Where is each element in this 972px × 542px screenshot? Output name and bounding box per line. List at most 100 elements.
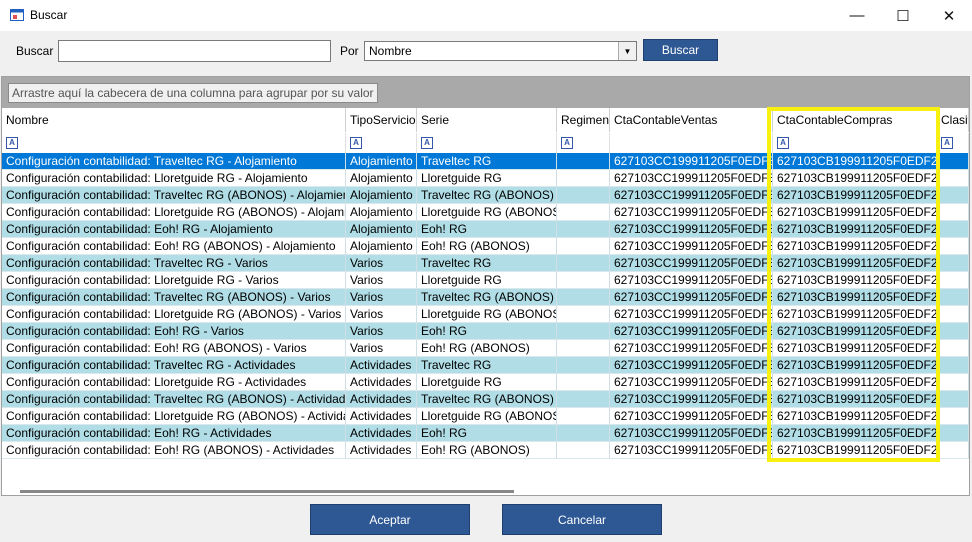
table-cell[interactable] (557, 221, 610, 238)
table-cell[interactable]: Lloretguide RG (ABONOS) (417, 204, 557, 221)
table-cell[interactable] (557, 272, 610, 289)
table-row[interactable]: Configuración contabilidad: Lloretguide … (2, 204, 969, 221)
table-cell[interactable]: Eoh! RG (417, 221, 557, 238)
table-cell[interactable]: 627103CC199911205F0EDF3E (610, 187, 773, 204)
table-cell[interactable]: 627103CC199911205F0EDF3E (610, 442, 773, 459)
table-cell[interactable] (937, 238, 969, 255)
horizontal-scrollbar[interactable] (20, 490, 514, 493)
table-cell[interactable]: 627103CB199911205F0EDF28 (773, 153, 937, 170)
table-cell[interactable]: Eoh! RG (ABONOS) (417, 442, 557, 459)
table-cell[interactable]: Varios (346, 289, 417, 306)
close-button[interactable]: ✕ (926, 0, 972, 31)
filter-icon[interactable]: A (941, 137, 953, 149)
chevron-down-icon[interactable]: ▼ (618, 42, 636, 60)
table-cell[interactable]: Configuración contabilidad: Eoh! RG - Ac… (2, 425, 346, 442)
search-button[interactable]: Buscar (643, 39, 718, 61)
table-cell[interactable] (937, 408, 969, 425)
table-cell[interactable]: Alojamiento (346, 221, 417, 238)
table-cell[interactable]: Lloretguide RG (417, 272, 557, 289)
table-cell[interactable] (937, 272, 969, 289)
table-cell[interactable]: Configuración contabilidad: Traveltec RG… (2, 289, 346, 306)
accept-button[interactable]: Aceptar (310, 504, 470, 535)
table-cell[interactable] (557, 323, 610, 340)
table-cell[interactable]: Configuración contabilidad: Eoh! RG (ABO… (2, 340, 346, 357)
table-cell[interactable] (937, 442, 969, 459)
table-cell[interactable]: 627103CB199911205F0EDF28 (773, 442, 937, 459)
table-cell[interactable]: Configuración contabilidad: Traveltec RG… (2, 153, 346, 170)
filter-cell[interactable]: A (2, 133, 346, 153)
table-cell[interactable]: Actividades (346, 425, 417, 442)
results-grid[interactable]: Arrastre aquí la cabecera de una columna… (1, 76, 970, 496)
table-cell[interactable]: Actividades (346, 391, 417, 408)
table-cell[interactable]: 627103CC199911205F0EDF3E (610, 238, 773, 255)
table-cell[interactable]: Configuración contabilidad: Eoh! RG (ABO… (2, 238, 346, 255)
table-cell[interactable]: 627103CC199911205F0EDF3E (610, 255, 773, 272)
filter-icon[interactable]: A (350, 137, 362, 149)
table-cell[interactable]: 627103CC199911205F0EDF3E (610, 306, 773, 323)
table-cell[interactable]: Traveltec RG (417, 153, 557, 170)
table-cell[interactable] (557, 425, 610, 442)
table-cell[interactable]: 627103CC199911205F0EDF3E (610, 391, 773, 408)
table-cell[interactable] (937, 340, 969, 357)
table-row[interactable]: Configuración contabilidad: Lloretguide … (2, 408, 969, 425)
search-field-select[interactable]: Nombre ▼ (364, 41, 637, 61)
filter-icon[interactable]: A (561, 137, 573, 149)
table-cell[interactable]: Alojamiento (346, 238, 417, 255)
table-cell[interactable] (937, 323, 969, 340)
table-cell[interactable]: Configuración contabilidad: Traveltec RG… (2, 255, 346, 272)
table-cell[interactable]: 627103CB199911205F0EDF28 (773, 425, 937, 442)
filter-cell[interactable]: A (773, 133, 937, 153)
table-cell[interactable]: Lloretguide RG (ABONOS) (417, 408, 557, 425)
table-cell[interactable] (557, 153, 610, 170)
column-header-serie[interactable]: Serie (417, 108, 557, 132)
table-cell[interactable]: 627103CB199911205F0EDF28 (773, 408, 937, 425)
table-cell[interactable]: Traveltec RG (417, 255, 557, 272)
table-cell[interactable] (557, 306, 610, 323)
table-cell[interactable] (557, 340, 610, 357)
table-row[interactable]: Configuración contabilidad: Eoh! RG (ABO… (2, 442, 969, 459)
table-cell[interactable]: Varios (346, 306, 417, 323)
table-cell[interactable] (937, 187, 969, 204)
table-cell[interactable]: 627103CC199911205F0EDF3E (610, 272, 773, 289)
table-cell[interactable]: 627103CC199911205F0EDF3E (610, 153, 773, 170)
cancel-button[interactable]: Cancelar (502, 504, 662, 535)
table-cell[interactable]: Lloretguide RG (417, 374, 557, 391)
table-cell[interactable] (557, 357, 610, 374)
table-cell[interactable] (937, 391, 969, 408)
table-cell[interactable]: 627103CB199911205F0EDF28 (773, 391, 937, 408)
table-cell[interactable] (557, 442, 610, 459)
table-cell[interactable]: Traveltec RG (ABONOS) (417, 289, 557, 306)
table-cell[interactable] (557, 187, 610, 204)
filter-cell[interactable]: A (346, 133, 417, 153)
table-cell[interactable]: Traveltec RG (ABONOS) (417, 391, 557, 408)
table-cell[interactable]: Configuración contabilidad: Lloretguide … (2, 408, 346, 425)
filter-cell[interactable]: A (937, 133, 969, 153)
table-cell[interactable]: Configuración contabilidad: Eoh! RG - Va… (2, 323, 346, 340)
table-row[interactable]: Configuración contabilidad: Lloretguide … (2, 170, 969, 187)
table-cell[interactable]: 627103CC199911205F0EDF3E (610, 323, 773, 340)
table-cell[interactable]: Traveltec RG (ABONOS) (417, 187, 557, 204)
table-cell[interactable]: Actividades (346, 374, 417, 391)
table-cell[interactable]: Eoh! RG (ABONOS) (417, 238, 557, 255)
table-cell[interactable]: 627103CB199911205F0EDF28 (773, 204, 937, 221)
table-cell[interactable]: 627103CC199911205F0EDF3E (610, 425, 773, 442)
table-cell[interactable]: 627103CC199911205F0EDF3E (610, 170, 773, 187)
table-cell[interactable] (937, 221, 969, 238)
table-row[interactable]: Configuración contabilidad: Lloretguide … (2, 374, 969, 391)
filter-icon[interactable]: A (777, 137, 789, 149)
table-cell[interactable]: Varios (346, 340, 417, 357)
table-cell[interactable]: Alojamiento (346, 170, 417, 187)
maximize-button[interactable]: ☐ (880, 0, 926, 31)
table-row[interactable]: Configuración contabilidad: Traveltec RG… (2, 357, 969, 374)
table-cell[interactable] (557, 255, 610, 272)
table-cell[interactable]: 627103CB199911205F0EDF28 (773, 221, 937, 238)
table-cell[interactable] (557, 238, 610, 255)
table-cell[interactable]: Configuración contabilidad: Eoh! RG - Al… (2, 221, 346, 238)
table-cell[interactable] (937, 357, 969, 374)
table-cell[interactable]: Eoh! RG (417, 425, 557, 442)
table-row[interactable]: Configuración contabilidad: Lloretguide … (2, 306, 969, 323)
filter-icon[interactable]: A (421, 137, 433, 149)
table-cell[interactable]: 627103CC199911205F0EDF3E (610, 221, 773, 238)
column-header-nombre[interactable]: Nombre (2, 108, 346, 132)
table-row[interactable]: Configuración contabilidad: Traveltec RG… (2, 153, 969, 170)
